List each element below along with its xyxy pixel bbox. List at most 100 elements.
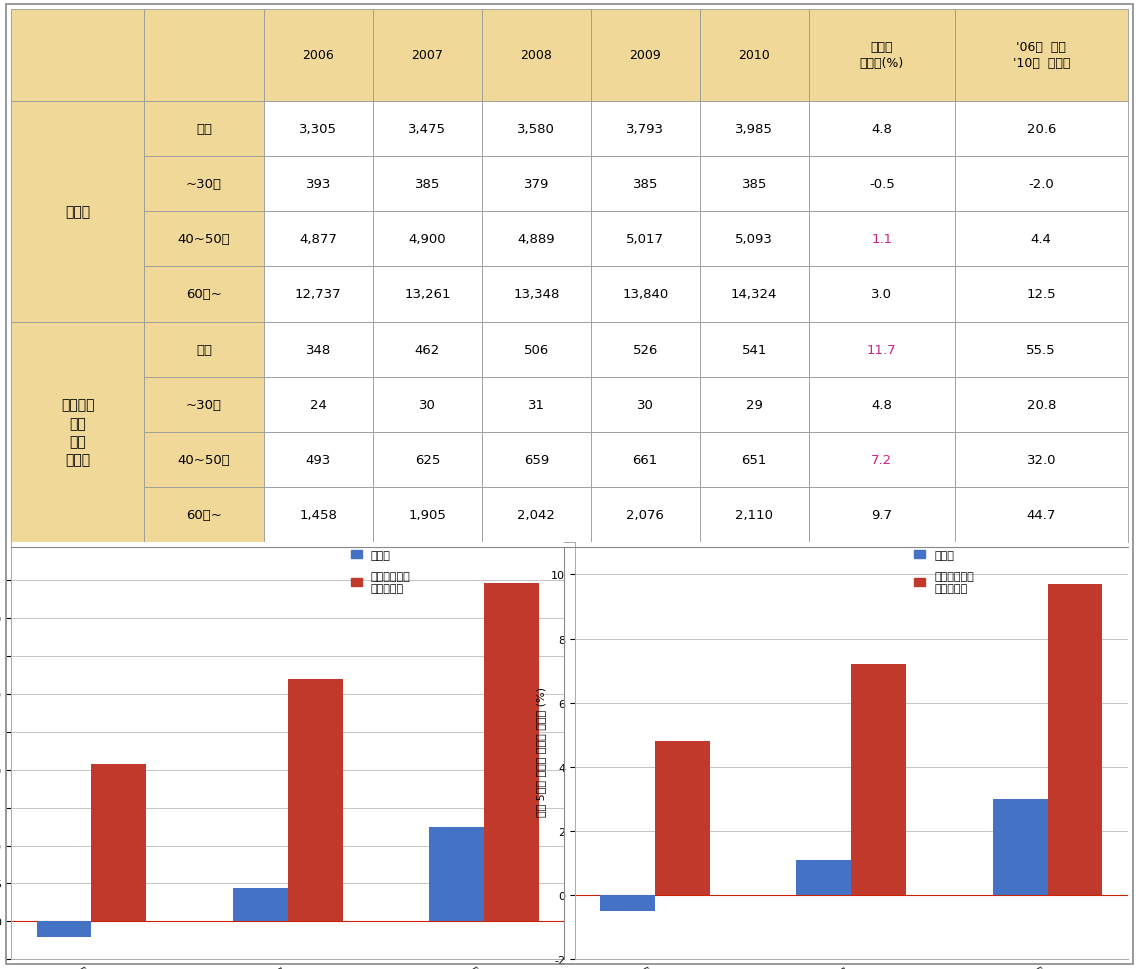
Text: 2010: 2010 xyxy=(738,49,770,62)
Text: 60대~: 60대~ xyxy=(186,288,222,301)
Bar xyxy=(699,323,809,377)
Text: 625: 625 xyxy=(415,453,440,467)
Bar xyxy=(809,10,954,102)
Bar xyxy=(264,377,372,432)
Bar xyxy=(372,432,482,487)
Bar xyxy=(954,432,1128,487)
Bar xyxy=(145,102,264,157)
Text: 3.0: 3.0 xyxy=(871,288,892,301)
Bar xyxy=(264,10,372,102)
Text: 40~50대: 40~50대 xyxy=(178,453,230,467)
Bar xyxy=(809,102,954,157)
Bar xyxy=(484,583,539,922)
Text: 2,076: 2,076 xyxy=(626,509,664,521)
Text: 3,475: 3,475 xyxy=(408,123,446,136)
Bar xyxy=(145,432,264,487)
Bar xyxy=(145,10,264,102)
Text: 31: 31 xyxy=(527,398,544,412)
Text: 14,324: 14,324 xyxy=(731,288,778,301)
Bar xyxy=(851,665,907,895)
Text: 12,737: 12,737 xyxy=(295,288,342,301)
Bar xyxy=(809,487,954,543)
Text: 7.2: 7.2 xyxy=(871,453,892,467)
Bar xyxy=(699,432,809,487)
Bar xyxy=(36,922,91,937)
Text: 2,042: 2,042 xyxy=(517,509,555,521)
Text: 3,580: 3,580 xyxy=(517,123,555,136)
Text: 9.7: 9.7 xyxy=(871,509,892,521)
Bar xyxy=(809,212,954,267)
Text: 2,110: 2,110 xyxy=(735,509,773,521)
Text: 659: 659 xyxy=(524,453,549,467)
Bar xyxy=(145,157,264,212)
Y-axis label: 최근 5년간 연평균 환자수 증가율 (%): 최근 5년간 연평균 환자수 증가율 (%) xyxy=(535,686,546,816)
Text: 13,840: 13,840 xyxy=(622,288,669,301)
Text: 3,793: 3,793 xyxy=(626,123,664,136)
Bar xyxy=(699,102,809,157)
Text: 393: 393 xyxy=(305,178,331,191)
Bar xyxy=(482,212,591,267)
Text: 348: 348 xyxy=(305,343,331,357)
Text: 1.1: 1.1 xyxy=(871,233,892,246)
Text: 493: 493 xyxy=(305,453,331,467)
Text: 55.5: 55.5 xyxy=(1026,343,1056,357)
Text: 5,093: 5,093 xyxy=(736,233,773,246)
Text: 506: 506 xyxy=(524,343,549,357)
Text: 379: 379 xyxy=(524,178,549,191)
Text: -2.0: -2.0 xyxy=(1029,178,1054,191)
Bar xyxy=(482,10,591,102)
Bar xyxy=(264,487,372,543)
Legend: 당뇨병, 말초순환장애
당뇨합병증: 당뇨병, 말초순환장애 당뇨합병증 xyxy=(912,548,976,596)
Bar xyxy=(591,487,699,543)
Text: 5,017: 5,017 xyxy=(626,233,664,246)
Text: 24: 24 xyxy=(310,398,327,412)
Bar xyxy=(264,157,372,212)
Text: 4.4: 4.4 xyxy=(1031,233,1051,246)
Bar xyxy=(699,212,809,267)
Text: 4,889: 4,889 xyxy=(517,233,555,246)
Bar xyxy=(264,323,372,377)
Bar xyxy=(288,679,343,922)
Bar xyxy=(699,157,809,212)
Bar xyxy=(699,377,809,432)
Bar xyxy=(232,889,288,922)
Text: ~30대: ~30대 xyxy=(186,178,222,191)
Bar xyxy=(699,487,809,543)
Bar xyxy=(264,267,372,323)
Text: 661: 661 xyxy=(632,453,658,467)
Bar xyxy=(264,432,372,487)
Text: 3,985: 3,985 xyxy=(736,123,773,136)
Bar xyxy=(482,267,591,323)
Bar xyxy=(264,212,372,267)
Text: 1,458: 1,458 xyxy=(300,509,337,521)
Bar xyxy=(954,323,1128,377)
Bar xyxy=(264,102,372,157)
Bar xyxy=(809,157,954,212)
Text: 30: 30 xyxy=(419,398,436,412)
Text: 4.8: 4.8 xyxy=(871,398,892,412)
Bar xyxy=(699,10,809,102)
Bar xyxy=(11,10,145,102)
Text: 4,877: 4,877 xyxy=(300,233,337,246)
Text: 2006: 2006 xyxy=(303,49,334,62)
Bar xyxy=(91,764,147,922)
Bar xyxy=(145,323,264,377)
Text: 1,905: 1,905 xyxy=(409,509,446,521)
Bar xyxy=(992,799,1048,895)
Text: 20.6: 20.6 xyxy=(1026,123,1056,136)
Text: 526: 526 xyxy=(632,343,658,357)
Text: 전체: 전체 xyxy=(196,123,212,136)
Bar xyxy=(1048,584,1103,895)
Bar xyxy=(655,741,710,895)
Text: 44.7: 44.7 xyxy=(1026,509,1056,521)
Bar xyxy=(591,10,699,102)
Bar xyxy=(954,267,1128,323)
Bar xyxy=(372,157,482,212)
Bar xyxy=(372,323,482,377)
Text: 3,305: 3,305 xyxy=(300,123,337,136)
Bar xyxy=(372,487,482,543)
Bar xyxy=(809,267,954,323)
Text: 13,348: 13,348 xyxy=(513,288,559,301)
Bar xyxy=(482,323,591,377)
Text: 2007: 2007 xyxy=(411,49,443,62)
